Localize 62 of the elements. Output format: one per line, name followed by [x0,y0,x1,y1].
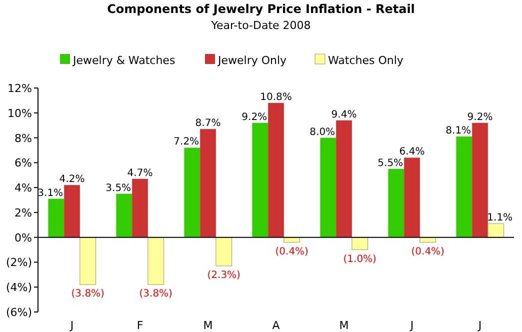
data-label: (3.8%) [71,288,105,300]
y-tick-label: 4% [14,182,32,195]
x-tick-label: J [69,319,74,332]
chart-title: Components of Jewelry Price Inflation - Retail [107,2,415,16]
y-tick-label: (6%) [6,306,32,319]
data-label: (3.8%) [139,288,173,300]
data-label: (2.3%) [207,270,241,281]
x-tick-label: F [136,319,144,332]
bar [456,136,472,238]
data-label: 9.2% [242,112,268,123]
bar [352,237,368,250]
bar [388,168,404,238]
data-label: 4.2% [59,174,85,186]
x-tick-label: A [272,319,280,332]
bar [64,185,80,238]
data-label: 8.7% [195,118,221,130]
bar [252,122,268,238]
bar [48,198,64,238]
data-label: 1.1% [487,212,513,224]
data-label: 8.0% [310,126,336,138]
legend-label: Jewelry Only [217,54,288,67]
bar [472,122,488,238]
bar [404,158,420,238]
y-tick-label: 10% [8,106,32,120]
bar [116,194,132,238]
x-tick-label: M [203,319,213,332]
y-tick-label: 2% [14,206,32,220]
legend-label: Watches Only [328,54,404,67]
legend-label: Jewelry & Watches [72,54,176,67]
bar [488,223,504,238]
data-label: 8.1% [446,126,472,137]
bar [216,237,232,266]
data-label: (0.4%) [275,246,309,258]
bar [268,102,284,238]
bar [320,138,336,238]
x-tick-label: J [409,319,414,332]
y-tick-label: 12% [8,82,32,95]
bar [132,178,148,238]
x-tick-label: M [339,319,349,332]
y-tick-label: 0% [14,231,32,244]
chart-subtitle: Year-to-Date 2008 [210,19,311,32]
y-tick-label: 8% [14,132,32,145]
bar [200,129,216,238]
data-label: 4.7% [127,168,153,179]
bar [80,237,96,285]
bar [184,148,200,238]
data-label: 6.4% [399,146,425,158]
bar [336,120,352,238]
y-tick-label: 6% [14,156,32,170]
data-label: 5.5% [378,158,404,169]
data-label: 9.2% [467,112,493,123]
data-label: (0.4%) [411,246,445,258]
y-tick-label: (4%) [6,281,32,294]
data-label: 3.1% [38,188,64,199]
x-tick-label: J [477,319,482,332]
data-label: 9.4% [331,109,357,120]
data-label: 10.8% [260,92,292,103]
data-label: 7.2% [174,136,200,148]
bar [148,237,164,285]
y-tick-label: (2%) [6,256,32,270]
data-label: (1.0%) [343,254,377,265]
data-label: 3.5% [106,182,132,194]
